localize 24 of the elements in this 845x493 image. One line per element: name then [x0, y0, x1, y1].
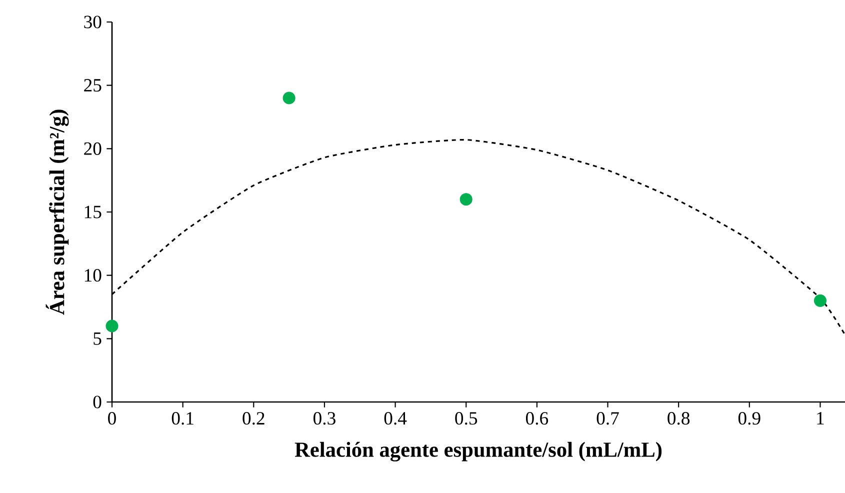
point — [106, 320, 118, 332]
x-tick-label: 0.9 — [738, 412, 760, 425]
x-tick-label: 0.4 — [384, 412, 407, 425]
x-tick-label: 0 — [108, 412, 116, 425]
x-tick-label: 0.7 — [596, 412, 619, 425]
y-tick-label: 20 — [84, 142, 102, 155]
y-tick-label: 15 — [84, 206, 102, 218]
y-tick-label: 25 — [84, 79, 102, 92]
point — [282, 92, 296, 104]
x-tick-label: 0.6 — [526, 412, 548, 425]
x-tick-label: 0.1 — [172, 412, 194, 425]
point — [814, 294, 826, 307]
y-tick-label: 0 — [93, 396, 102, 408]
x-tick-label: 0.8 — [668, 412, 690, 425]
x-tick-label: 0.5 — [455, 412, 478, 425]
y-tick-label: 30 — [84, 16, 102, 28]
x-axis-title: Relación agente espumante/sol (mL/mL) — [294, 442, 662, 462]
y-tick-label: 10 — [84, 269, 102, 282]
y-tick-label: 5 — [94, 332, 102, 345]
x-tick-label: 0.2 — [242, 412, 264, 425]
y-axis-title: Área superficial (m²/g) — [46, 110, 69, 315]
point — [460, 193, 472, 206]
x-tick-label: 1 — [817, 412, 824, 424]
x-tick-label: 0.3 — [314, 412, 336, 425]
